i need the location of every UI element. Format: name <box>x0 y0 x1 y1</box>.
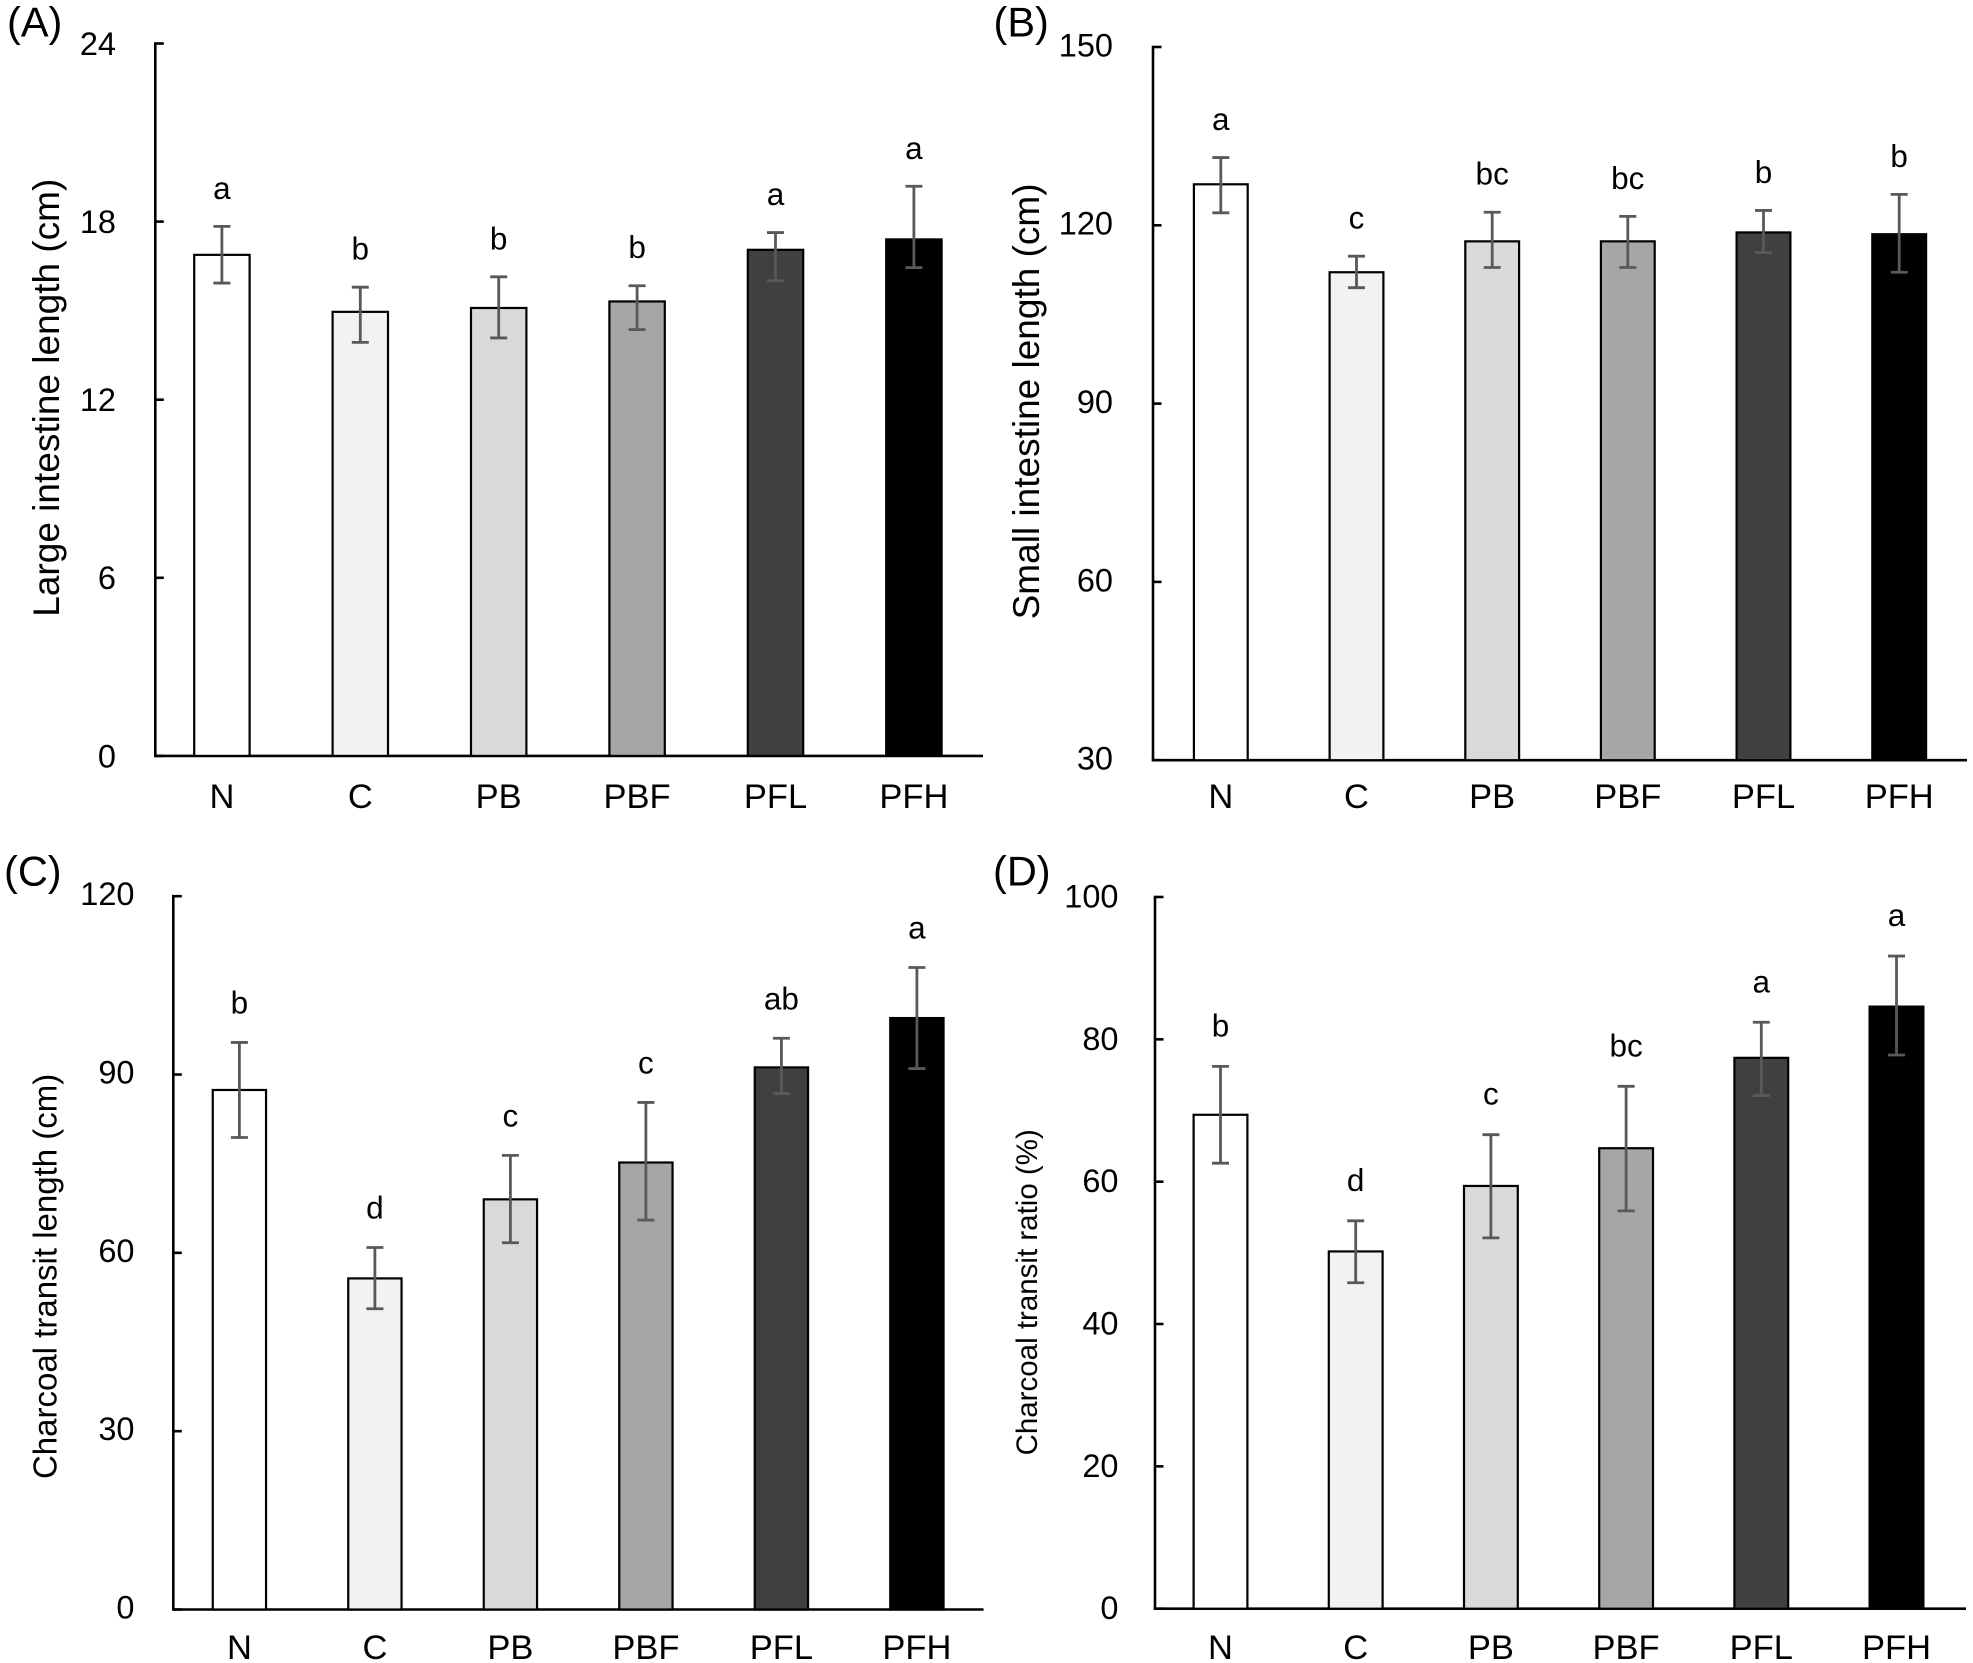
svg-text:a: a <box>213 170 231 206</box>
svg-text:PB: PB <box>487 1629 533 1663</box>
svg-text:c: c <box>638 1045 654 1081</box>
svg-text:a: a <box>905 130 923 166</box>
svg-text:PB: PB <box>1468 1629 1514 1663</box>
svg-text:PFH: PFH <box>1865 778 1934 816</box>
svg-text:PBF: PBF <box>612 1629 679 1663</box>
svg-text:b: b <box>1890 138 1908 174</box>
svg-text:C: C <box>1344 778 1369 816</box>
svg-text:b: b <box>628 229 646 265</box>
svg-text:N: N <box>227 1629 252 1663</box>
svg-text:(D): (D) <box>993 847 1051 894</box>
svg-text:N: N <box>1208 778 1233 816</box>
svg-text:20: 20 <box>1082 1448 1118 1484</box>
svg-text:PBF: PBF <box>1594 778 1661 816</box>
svg-text:Large intestine length (cm): Large intestine length (cm) <box>26 179 67 617</box>
svg-text:a: a <box>1753 963 1771 999</box>
svg-text:(C): (C) <box>4 847 62 894</box>
svg-text:150: 150 <box>1059 27 1113 63</box>
svg-text:b: b <box>1755 154 1773 190</box>
svg-text:30: 30 <box>1077 741 1113 777</box>
svg-text:bc: bc <box>1609 1027 1642 1063</box>
svg-text:C: C <box>362 1629 387 1663</box>
svg-text:a: a <box>908 910 926 946</box>
svg-text:40: 40 <box>1082 1306 1118 1342</box>
svg-text:90: 90 <box>98 1055 134 1091</box>
svg-text:Charcoal transit length (cm): Charcoal transit length (cm) <box>26 1074 63 1479</box>
svg-text:30: 30 <box>98 1411 134 1447</box>
svg-text:18: 18 <box>80 204 116 240</box>
svg-text:100: 100 <box>1064 878 1118 914</box>
svg-text:PFH: PFH <box>879 778 948 816</box>
svg-text:a: a <box>1212 101 1230 137</box>
svg-text:120: 120 <box>1059 206 1113 242</box>
svg-text:b: b <box>231 984 249 1020</box>
svg-text:PBF: PBF <box>604 778 671 816</box>
svg-text:N: N <box>209 778 234 816</box>
svg-text:0: 0 <box>116 1589 134 1625</box>
svg-text:b: b <box>352 231 370 267</box>
svg-text:0: 0 <box>1100 1590 1118 1626</box>
svg-text:C: C <box>1343 1629 1368 1663</box>
svg-text:PBF: PBF <box>1593 1629 1660 1663</box>
svg-text:90: 90 <box>1077 384 1113 420</box>
svg-text:PFH: PFH <box>1862 1629 1931 1663</box>
svg-text:bc: bc <box>1476 156 1509 192</box>
svg-text:PFL: PFL <box>744 778 807 816</box>
svg-text:60: 60 <box>1077 562 1113 598</box>
svg-text:d: d <box>366 1190 384 1226</box>
svg-text:Small intestine length (cm): Small intestine length (cm) <box>1006 183 1047 619</box>
svg-text:PFL: PFL <box>750 1629 813 1663</box>
svg-text:N: N <box>1208 1629 1233 1663</box>
svg-text:Charcoal transit ratio (%): Charcoal transit ratio (%) <box>1011 1129 1044 1455</box>
svg-text:(A): (A) <box>7 0 62 45</box>
svg-text:a: a <box>1888 897 1906 933</box>
svg-text:bc: bc <box>1611 160 1644 196</box>
svg-text:120: 120 <box>80 876 134 912</box>
svg-text:c: c <box>503 1097 519 1133</box>
svg-text:d: d <box>1347 1162 1365 1198</box>
svg-text:b: b <box>1212 1007 1230 1043</box>
svg-text:PFH: PFH <box>882 1629 951 1663</box>
svg-text:60: 60 <box>98 1233 134 1269</box>
svg-text:24: 24 <box>80 26 116 62</box>
svg-text:b: b <box>490 220 508 256</box>
svg-text:PFL: PFL <box>1730 1629 1793 1663</box>
svg-text:c: c <box>1483 1076 1499 1112</box>
svg-text:80: 80 <box>1082 1021 1118 1057</box>
svg-text:0: 0 <box>98 738 116 774</box>
svg-text:12: 12 <box>80 382 116 418</box>
svg-text:C: C <box>348 778 373 816</box>
svg-text:PB: PB <box>476 778 522 816</box>
svg-text:(B): (B) <box>994 0 1049 45</box>
svg-text:PFL: PFL <box>1732 778 1795 816</box>
svg-text:60: 60 <box>1082 1163 1118 1199</box>
svg-text:ab: ab <box>764 980 799 1016</box>
svg-text:PB: PB <box>1469 778 1515 816</box>
svg-text:c: c <box>1349 200 1365 236</box>
svg-text:6: 6 <box>98 560 116 596</box>
svg-text:a: a <box>767 176 785 212</box>
